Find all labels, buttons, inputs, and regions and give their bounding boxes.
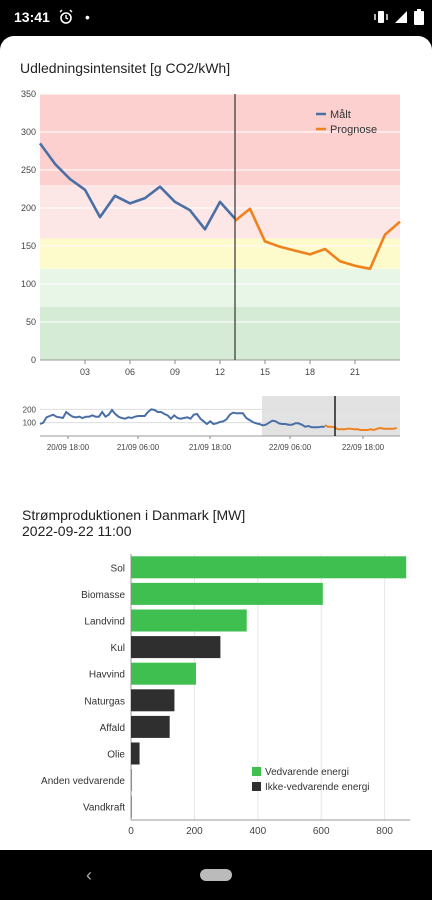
y-tick-label: 150	[21, 241, 36, 251]
y-tick-label: 300	[21, 127, 36, 137]
overview-y-tick: 100	[23, 419, 37, 428]
navigation-bar: ‹	[0, 850, 432, 900]
overview-x-tick-label: 22/09 18:00	[342, 443, 385, 452]
bar-naturgas	[131, 689, 175, 712]
bar-sol	[131, 556, 407, 579]
series-line-forecast	[234, 207, 401, 271]
legend-label-measured: Målt	[330, 109, 351, 121]
legend-label-forecast: Prognose	[330, 124, 377, 136]
category-label: Vandkraft	[83, 803, 125, 814]
bar-olie	[131, 742, 140, 765]
overview-x-tick-label: 20/09 18:00	[47, 443, 90, 452]
x-tick-label: 12	[215, 367, 225, 377]
legend-swatch-non-renewable	[252, 782, 261, 791]
emission-level-band	[40, 238, 400, 269]
overview-line-measured	[39, 408, 325, 429]
bar-havvind	[131, 662, 196, 685]
x-tick-label: 800	[376, 826, 393, 837]
category-label: Olie	[107, 750, 125, 761]
series-line-measured	[38, 142, 236, 231]
y-tick-label: 0	[31, 355, 36, 365]
category-label: Anden vedvarende	[41, 776, 125, 787]
battery-icon	[414, 9, 424, 25]
signal-icon	[395, 11, 407, 23]
selected-range-window	[262, 396, 400, 436]
emission-level-band	[40, 268, 400, 307]
y-tick-label: 200	[21, 203, 36, 213]
category-label: Landvind	[84, 617, 125, 628]
bar-kul	[131, 636, 221, 659]
production-chart-title: Strømproduktionen i Danmark [MW]	[22, 507, 246, 523]
legend-swatch-renewable	[252, 767, 261, 776]
x-tick-label: 06	[125, 367, 135, 377]
bar-vandkraft	[131, 795, 132, 818]
emission-level-band	[40, 94, 400, 186]
category-label: Naturgas	[84, 696, 125, 707]
y-tick-label: 50	[26, 317, 36, 327]
y-tick-label: 250	[21, 165, 36, 175]
overview-x-tick-label: 21/09 18:00	[189, 443, 232, 452]
app-content[interactable]: Udledningsintensitet [g CO2/kWh] 350 300 2…	[0, 36, 432, 850]
vibrate-icon	[374, 11, 388, 23]
category-label: Biomasse	[81, 590, 125, 601]
bar-biomasse	[131, 582, 323, 605]
category-label: Kul	[111, 643, 125, 654]
y-tick-label: 350	[21, 89, 36, 99]
overview-y-tick: 200	[23, 405, 37, 414]
overview-x-tick-label: 21/09 06:00	[117, 443, 160, 452]
x-tick-label: 400	[249, 826, 266, 837]
status-time: 13:41	[14, 9, 50, 25]
x-tick-label: 09	[170, 367, 180, 377]
bar-affald	[131, 715, 170, 738]
overview-x-tick-label: 22/09 06:00	[269, 443, 312, 452]
x-tick-label: 0	[128, 826, 134, 837]
back-icon[interactable]: ‹	[86, 865, 92, 885]
status-bar: 13:41 •	[0, 0, 432, 36]
x-tick-label: 200	[186, 826, 203, 837]
emission-level-band	[40, 306, 400, 360]
x-tick-label: 18	[305, 367, 315, 377]
emission-overview-navigator[interactable]: 200 100 20/09 18:00 21/09 06:00 21/09 18:00 2…	[0, 392, 432, 464]
overview-line-forecast	[324, 424, 397, 432]
alarm-icon	[59, 9, 73, 24]
category-label: Affald	[100, 723, 125, 734]
x-tick-label: 15	[260, 367, 270, 377]
notification-dot-icon: •	[85, 9, 90, 25]
bar-landvind	[131, 609, 247, 632]
home-pill-icon[interactable]	[200, 869, 232, 881]
production-bar-chart[interactable]: 0 200 400 600 800 Sol Biomasse Landvind Kul Havvi…	[0, 546, 432, 846]
x-tick-label: 03	[80, 367, 90, 377]
x-tick-label: 600	[313, 826, 330, 837]
category-label: Havvind	[89, 670, 125, 681]
legend-label-non-renewable: Ikke-vedvarende energi	[265, 782, 370, 793]
emission-intensity-chart[interactable]: 350 300 250 200 150 100 50 0 03 06 09 12 15 18 21 Målt P…	[0, 88, 432, 418]
emission-chart-title: Udledningsintensitet [g CO2/kWh]	[20, 60, 231, 76]
y-tick-label: 100	[21, 279, 36, 289]
production-chart-subtitle: 2022-09-22 11:00	[22, 523, 132, 539]
legend-label-renewable: Vedvarende energi	[265, 767, 349, 778]
category-label: Sol	[111, 563, 125, 574]
x-tick-label: 21	[350, 367, 360, 377]
bar-anden-vedvarende	[131, 769, 132, 792]
emission-level-band	[40, 185, 400, 239]
